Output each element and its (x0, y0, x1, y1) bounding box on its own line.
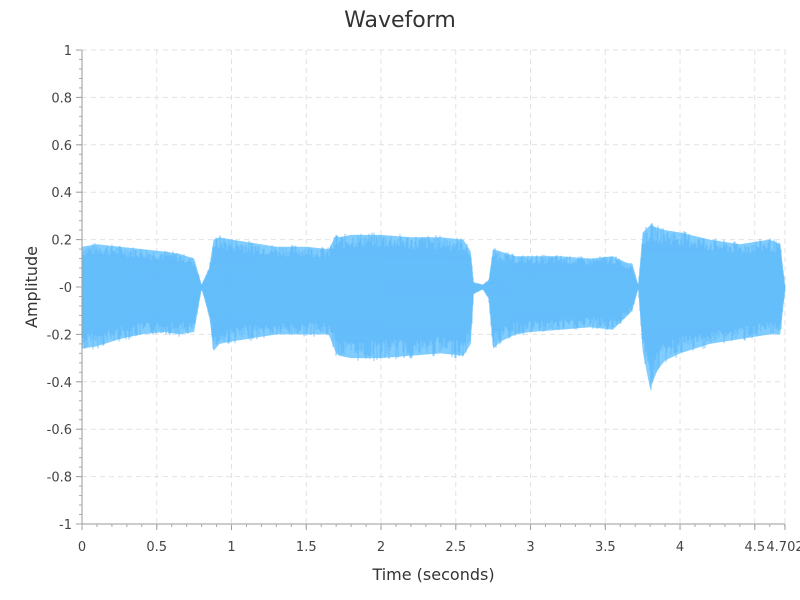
x-axis-title: Time (seconds) (371, 565, 494, 584)
x-tick-label: 3 (526, 540, 534, 555)
x-tick-label: 3.5 (595, 540, 616, 555)
y-tick-label: -0.6 (47, 423, 72, 438)
x-tick-label: 4.5 (744, 540, 765, 555)
x-tick-label: 1.5 (296, 540, 317, 555)
x-tick-label: 4 (676, 540, 684, 555)
axes: 0 0.5 1 1.5 2 2.5 3 3.5 4 4.5 4.702 1 0.8 0.6 0.4 0.2 -0… (47, 44, 800, 555)
x-tick-label: 2 (377, 540, 385, 555)
x-tick-label: 0 (78, 540, 86, 555)
y-tick-label: 1 (64, 44, 72, 59)
y-tick-label: -0.2 (47, 328, 72, 343)
y-tick-label: 0.4 (51, 186, 72, 201)
y-tick-label: -0.4 (47, 376, 72, 391)
y-tick-label: -1 (59, 518, 72, 533)
chart-title: Waveform (344, 8, 456, 33)
y-tick-label: 0.8 (51, 91, 72, 106)
waveform-envelope (82, 225, 785, 389)
x-tick-label: 1 (227, 540, 235, 555)
y-tick-label: 0.2 (51, 234, 72, 249)
y-tick-label: 0.6 (51, 139, 72, 154)
x-tick-label: 4.702 (766, 540, 800, 555)
y-tick-label: -0 (59, 281, 72, 296)
y-tick-label: -0.8 (47, 471, 72, 486)
x-tick-label: 0.5 (146, 540, 167, 555)
x-tick-label: 2.5 (445, 540, 466, 555)
y-axis-title: Amplitude (22, 246, 41, 328)
